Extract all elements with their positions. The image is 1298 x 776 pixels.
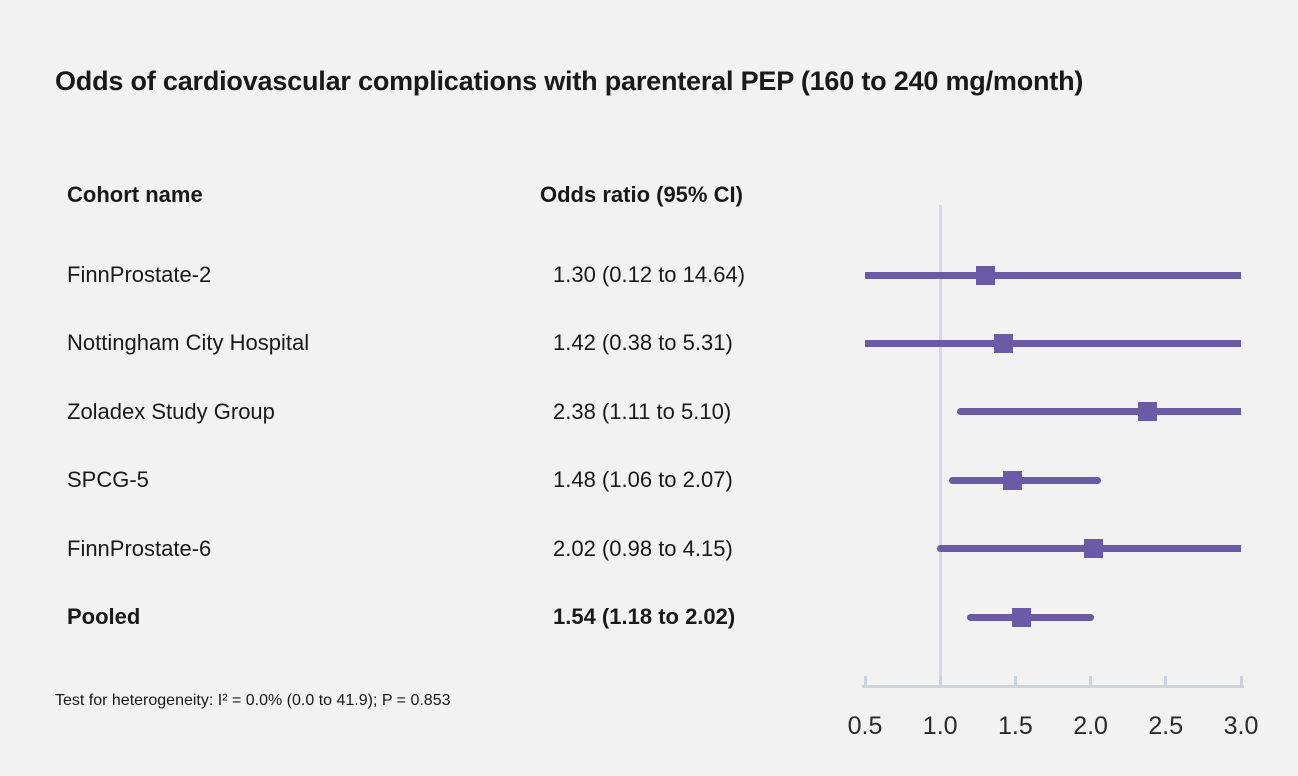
odds-ratio-value: 1.42 (0.38 to 5.31)	[553, 330, 733, 356]
axis-tick-label: 2.5	[1148, 712, 1184, 740]
axis-tick	[863, 676, 867, 685]
ci-line	[865, 339, 1241, 347]
or-point-marker	[975, 265, 995, 285]
column-header-cohort: Cohort name	[67, 182, 203, 207]
ci-line	[949, 476, 1102, 484]
or-point-marker	[1002, 470, 1022, 490]
axis-tick-label: 1.5	[998, 712, 1033, 740]
ci-line	[956, 408, 1241, 416]
axis-tick	[1089, 676, 1093, 685]
axis-tick-label: 2.0	[1073, 712, 1108, 740]
or-point-marker	[993, 333, 1013, 353]
cohort-name-label: FinnProstate-6	[67, 535, 212, 561]
cohort-name-label: Zoladex Study Group	[67, 398, 275, 424]
axis-tick	[1164, 676, 1168, 685]
axis-tick	[938, 676, 942, 685]
odds-ratio-value: 1.48 (1.06 to 2.07)	[553, 467, 733, 493]
column-header-odds: Odds ratio (95% CI)	[540, 182, 743, 207]
axis-tick	[1239, 676, 1243, 685]
reference-line	[938, 205, 942, 688]
odds-ratio-value: 1.54 (1.18 to 2.02)	[553, 604, 736, 629]
or-point-marker	[1011, 607, 1031, 627]
axis-tick	[1013, 676, 1017, 685]
cohort-name-label: Pooled	[67, 604, 141, 629]
odds-ratio-value: 2.02 (0.98 to 4.15)	[553, 535, 733, 561]
cohort-name-label: FinnProstate-2	[67, 262, 212, 287]
odds-ratio-value: 1.30 (0.12 to 14.64)	[553, 262, 746, 287]
heterogeneity-footnote: Test for heterogeneity: I² = 0.0% (0.0 t…	[55, 692, 451, 709]
axis-tick-label: 3.0	[1223, 712, 1259, 740]
cohort-name-label: SPCG-5	[67, 467, 149, 493]
cohort-name-label: Nottingham City Hospital	[67, 330, 310, 356]
axis-tick-label: 0.5	[847, 712, 883, 740]
x-axis-line	[862, 685, 1244, 688]
or-point-marker	[1084, 539, 1104, 559]
chart-title: Odds of cardiovascular complications wit…	[55, 66, 1084, 96]
or-point-marker	[1138, 402, 1158, 422]
ci-line	[865, 271, 1241, 279]
odds-ratio-value: 2.38 (1.11 to 5.10)	[553, 398, 732, 424]
axis-tick-label: 1.0	[922, 712, 958, 740]
